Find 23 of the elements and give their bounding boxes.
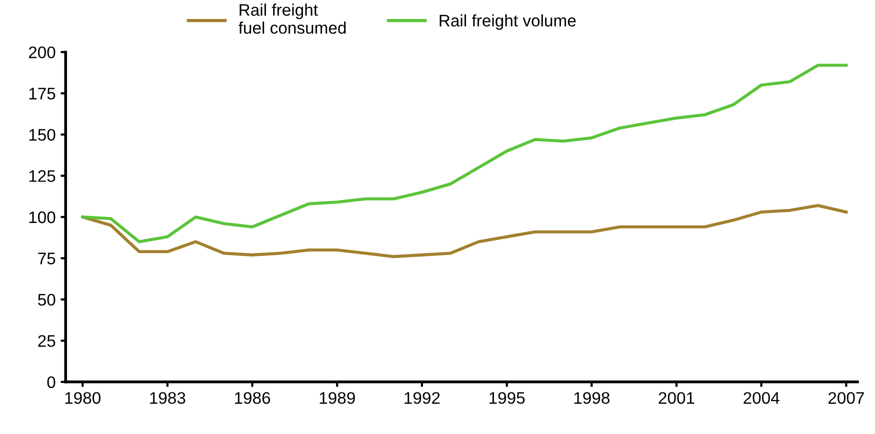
y-tick-label: 175 [29,88,56,100]
y-tick-label: 125 [29,170,56,182]
y-tick-label: 50 [38,294,56,306]
x-tick-label: 1995 [490,392,525,404]
y-tick-label: 100 [29,211,56,224]
x-tick-label: 2007 [828,392,864,404]
x-tick-label: 1980 [65,392,100,404]
line-series [81,64,848,244]
y-tick-label: 75 [38,252,56,264]
x-tick-label: 2004 [744,392,780,404]
x-tick-label: 2001 [658,392,694,404]
y-tick-label: 0 [47,376,56,388]
x-tick-label: 1992 [404,392,440,404]
x-tick-label: 1983 [150,392,186,404]
y-tick-label: 200 [28,46,56,58]
x-tick-label: 1998 [574,392,610,404]
line-series [81,204,848,258]
legend-label: Rail freight fuel consumed [238,4,346,34]
x-tick-label: 1989 [320,392,355,404]
legend-label: Rail freight volume [440,14,576,30]
y-tick-label: 150 [29,128,56,141]
y-tick-label: 25 [38,335,56,347]
x-tick-label: 1986 [235,392,270,404]
